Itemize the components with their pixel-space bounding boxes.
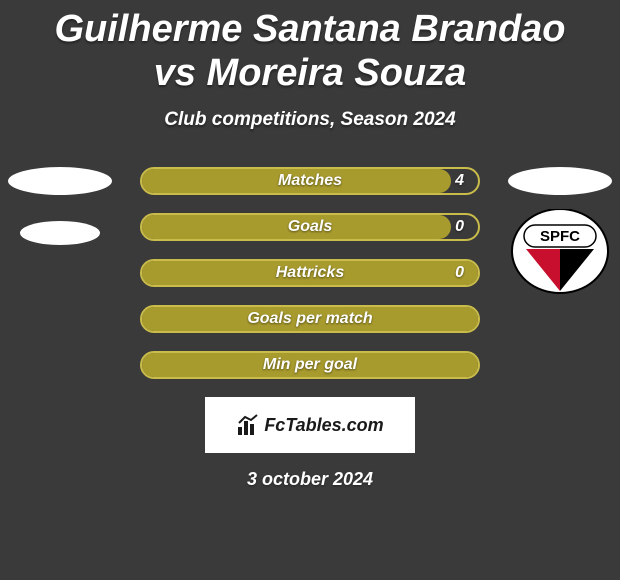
footer-logo: FcTables.com — [205, 397, 415, 453]
bar-value-matches: 4 — [455, 172, 464, 190]
comparison-section: SPFC Matches 4 Goals 0 Hattricks 0 Goals… — [0, 167, 620, 379]
bar-hattricks: Hattricks 0 — [140, 259, 480, 287]
bar-label-mpg: Min per goal — [263, 356, 357, 374]
bar-label-gpm: Goals per match — [247, 310, 372, 328]
right-oval-1 — [508, 167, 612, 195]
logo-text: SPFC — [540, 228, 580, 245]
bar-value-goals: 0 — [455, 218, 464, 236]
page-title: Guilherme Santana Brandao vs Moreira Sou… — [0, 0, 620, 95]
bar-mpg: Min per goal — [140, 351, 480, 379]
left-side-marks — [8, 167, 112, 245]
footer-logo-text: FcTables.com — [264, 415, 383, 436]
shield-icon: SPFC — [510, 209, 610, 299]
bar-label-matches: Matches — [278, 172, 342, 190]
chart-icon — [236, 413, 260, 437]
page-subtitle: Club competitions, Season 2024 — [0, 109, 620, 131]
footer-date: 3 october 2024 — [0, 469, 620, 490]
bar-gpm: Goals per match — [140, 305, 480, 333]
bar-value-hattricks: 0 — [455, 264, 464, 282]
bar-label-goals: Goals — [288, 218, 332, 236]
left-oval-1 — [8, 167, 112, 195]
left-oval-2 — [20, 221, 100, 245]
bar-matches: Matches 4 — [140, 167, 480, 195]
club-logo-spfc: SPFC — [510, 209, 610, 299]
bar-goals: Goals 0 — [140, 213, 480, 241]
right-side-marks: SPFC — [508, 167, 612, 299]
bar-label-hattricks: Hattricks — [276, 264, 344, 282]
